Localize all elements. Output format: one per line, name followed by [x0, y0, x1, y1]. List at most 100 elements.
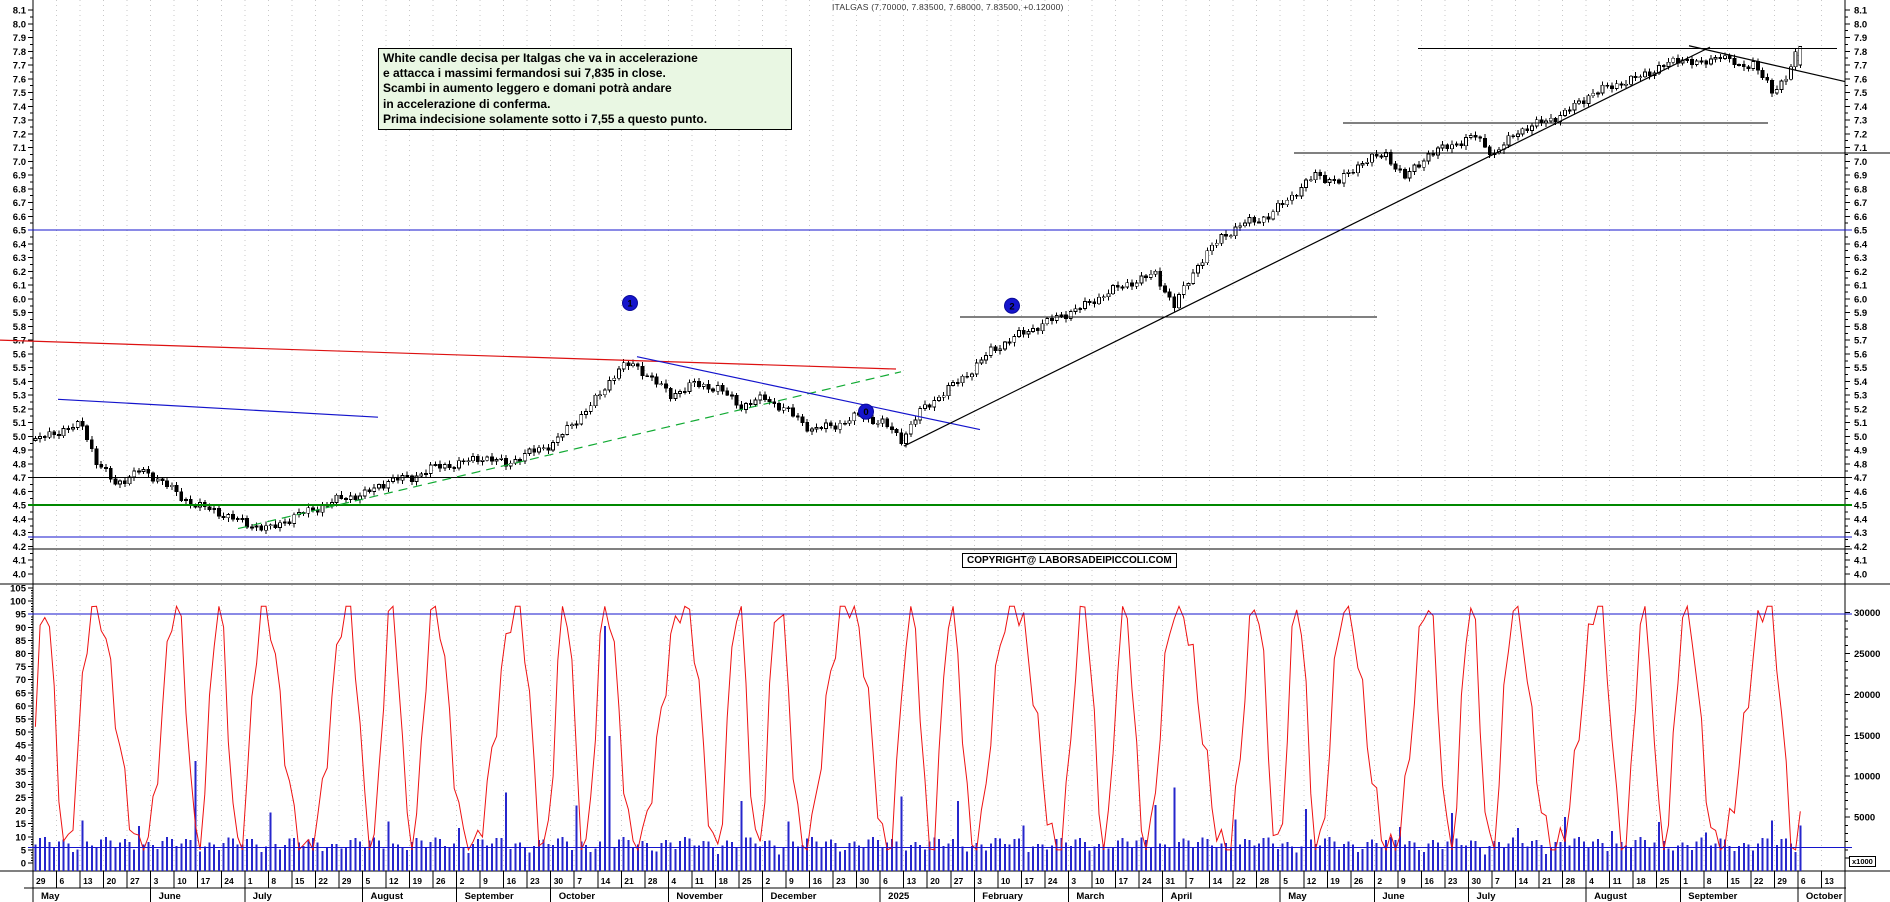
candle-body [602, 389, 607, 396]
candle-body [146, 469, 151, 474]
volume-bar [1234, 819, 1237, 871]
month-label: 2025 [888, 891, 910, 902]
volume-bar [1356, 851, 1359, 871]
volume-bar [1422, 851, 1425, 871]
candle-body [1610, 85, 1614, 89]
month-label: March [1076, 891, 1104, 902]
volume-bar [745, 837, 748, 871]
candle-body [1515, 133, 1520, 138]
candle-body [537, 447, 541, 453]
volume-bar [580, 841, 583, 871]
candle-body [1563, 109, 1567, 117]
volume-bar [1130, 848, 1133, 871]
volume-bar [1771, 820, 1774, 871]
candle-body [461, 460, 466, 463]
price-axis-label-left: 5.1 [13, 418, 27, 429]
candle-body [1671, 57, 1676, 63]
candle-body [541, 447, 546, 450]
candle-body [532, 448, 537, 453]
volume-bar [1709, 845, 1712, 871]
candle-body [1261, 216, 1266, 223]
week-day-label: 5 [1283, 876, 1288, 886]
volume-bar [1582, 841, 1585, 871]
price-axis-label-right: 6.5 [1854, 226, 1868, 237]
candle-body [1318, 172, 1323, 176]
volume-bar [867, 839, 870, 871]
candle-body [970, 373, 974, 378]
volume-bar [1163, 844, 1166, 871]
volume-bar [119, 842, 122, 871]
volume-bar [194, 760, 197, 871]
candle-body [71, 426, 75, 430]
candle-body [715, 385, 720, 392]
volume-bar [1243, 839, 1246, 871]
week-day-label: 24 [224, 876, 234, 886]
volume-bar [1488, 845, 1491, 871]
week-day-label: 9 [789, 876, 794, 886]
volume-axis-major-ticks [1845, 612, 1850, 859]
volume-bar [834, 843, 837, 871]
candle-body [819, 427, 824, 429]
volume-bar [1794, 851, 1797, 871]
volume-bar [114, 848, 117, 871]
volume-bar [759, 846, 762, 871]
price-axis-label-left: 6.9 [13, 171, 26, 182]
volume-bar [669, 842, 672, 871]
volume-bar [500, 837, 503, 871]
volume-bar [1328, 837, 1331, 871]
candle-body [381, 484, 386, 489]
candle-body [1337, 179, 1341, 184]
candle-body [824, 422, 828, 429]
volume-bar [1559, 841, 1562, 871]
candle-body [1530, 125, 1534, 132]
candle-body [998, 348, 1003, 351]
month-label: February [982, 891, 1023, 902]
candle-body [1445, 144, 1450, 150]
candle-body [1628, 75, 1633, 85]
oscillator-axis-label: 60 [15, 701, 26, 712]
oscillator-axis-label: 40 [15, 754, 26, 765]
candle-body [1638, 76, 1643, 79]
volume-bar [1286, 842, 1289, 871]
candle-body [1144, 275, 1148, 278]
candle-body [457, 460, 461, 469]
volume-bar [923, 849, 926, 871]
volume-bar [260, 852, 263, 871]
volume-bar [603, 625, 606, 871]
candle-body [1257, 221, 1261, 224]
candle-body [1388, 152, 1393, 165]
price-axis-label-left: 6.6 [13, 212, 26, 223]
candle-body [118, 480, 122, 485]
candle-body [626, 362, 631, 367]
volume-bar [199, 851, 202, 871]
volume-bar [1512, 837, 1515, 871]
candle-body [377, 484, 381, 489]
volume-bar [1126, 841, 1129, 871]
volume-bar [1036, 843, 1039, 871]
volume-bar [679, 841, 682, 871]
price-axis-label-right: 7.3 [1854, 116, 1867, 127]
price-axis-label-right: 4.3 [1854, 528, 1867, 539]
candle-body [1431, 153, 1436, 156]
oscillator-axis-label: 65 [15, 688, 26, 699]
candle-body [932, 400, 937, 408]
volume-bar [843, 849, 846, 871]
volume-bar [1799, 825, 1802, 871]
candle-body [899, 432, 904, 444]
volume-bar [1154, 804, 1157, 871]
month-label: May [41, 891, 60, 902]
candle-body [47, 431, 52, 438]
candle-body [979, 359, 984, 364]
volume-bar [1714, 843, 1717, 871]
week-day-label: 24 [1142, 876, 1152, 886]
volume-bar [754, 843, 757, 871]
volume-bar [232, 838, 235, 871]
candle-body [311, 507, 315, 511]
candle-body [828, 422, 833, 427]
candle-body [1464, 137, 1469, 147]
candle-body [1068, 311, 1073, 319]
volume-bar [156, 849, 159, 871]
candle-body [1299, 187, 1304, 197]
candle-body [292, 514, 297, 524]
candle-body [880, 418, 885, 424]
